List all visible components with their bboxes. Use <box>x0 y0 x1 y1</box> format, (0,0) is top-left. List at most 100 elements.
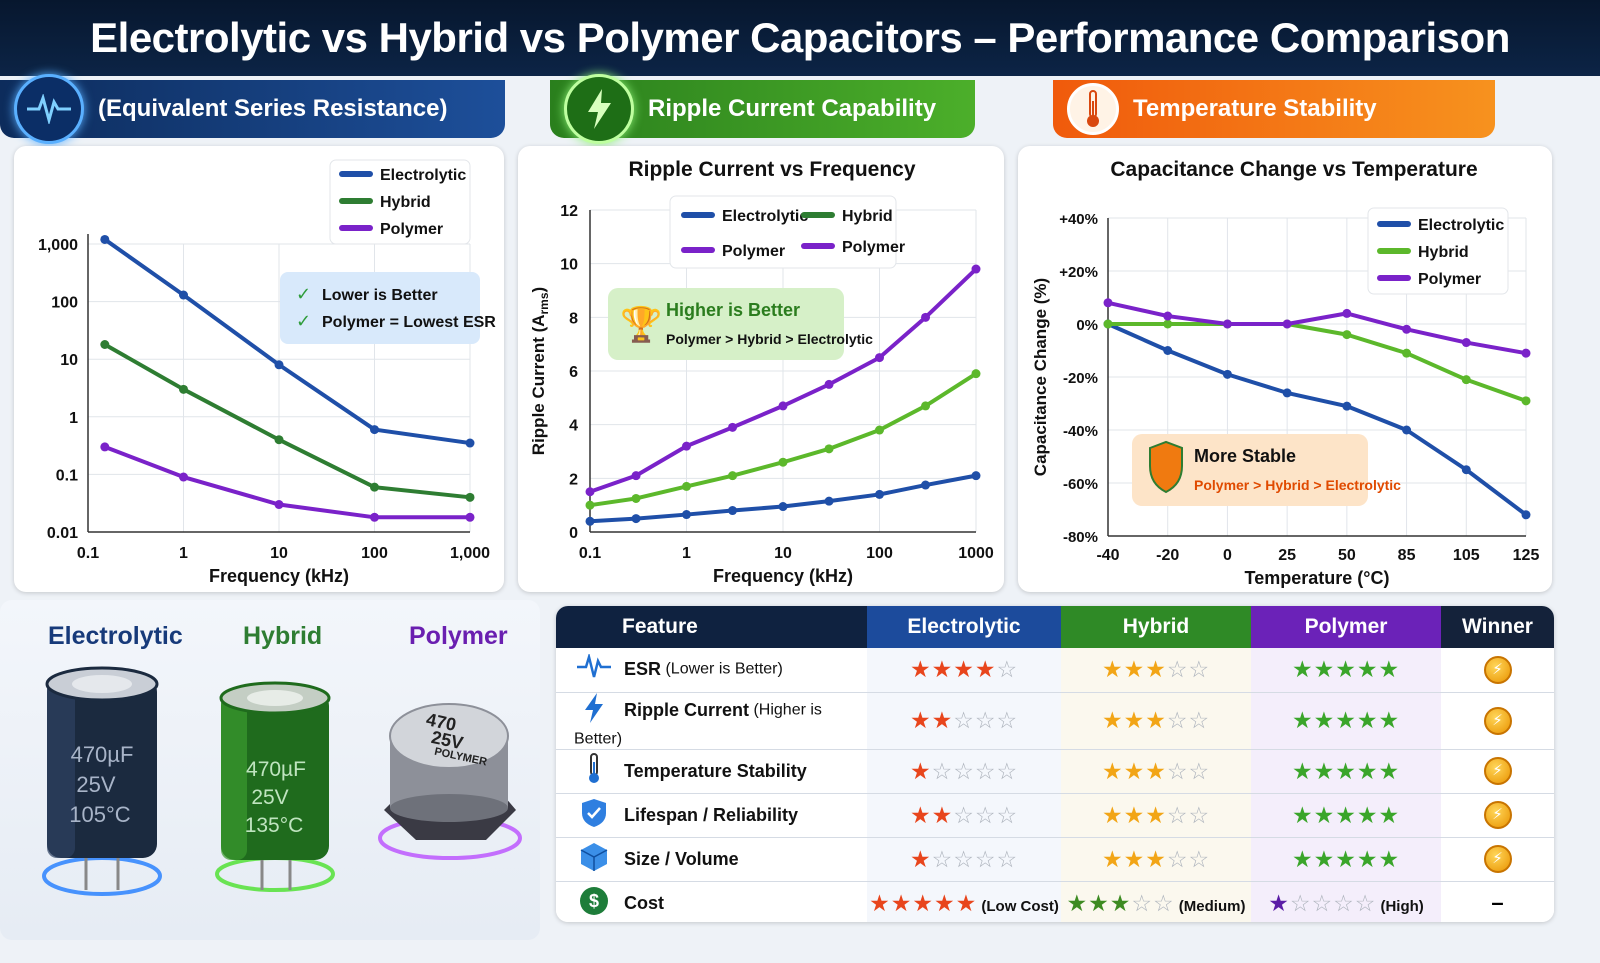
y-axis-title-subscript: rms <box>537 292 551 314</box>
series-polymer-point <box>179 472 188 482</box>
rating-cell: ★★★☆☆ <box>1061 648 1251 693</box>
winner-cell: ⚡ <box>1441 692 1554 750</box>
banner-label: Temperature Stability <box>1133 95 1377 122</box>
trophy-icon: 🏆 <box>620 305 662 344</box>
x-tick-label: 0.1 <box>77 545 99 562</box>
winner-value: – <box>1491 890 1504 915</box>
check-icon: ✓ <box>296 311 311 331</box>
rating-cell: ★★★★★ <box>1251 648 1441 693</box>
series-polymer-point <box>465 512 475 522</box>
feature-cell: Lifespan / Reliability <box>556 793 867 838</box>
series-polymer-point <box>1222 319 1232 329</box>
series-polymer-line <box>104 445 470 520</box>
y-axis-title-part: Ripple Current (A <box>529 314 548 455</box>
series-electrolytic-point <box>274 360 284 370</box>
series-polymer-point <box>875 353 884 363</box>
banner-label: (Equivalent Series Resistance) <box>98 95 448 122</box>
y-axis-title: Capacitance Change (%) <box>1031 278 1050 476</box>
hybrid-capacitor-image: 470µF 25V 135°C <box>215 681 335 892</box>
legend-label: Electrolytic <box>722 208 808 225</box>
y-tick-label: -20% <box>1063 370 1098 387</box>
cost-note: (Medium) <box>1174 897 1246 915</box>
electrolytic-capacitor-text: 470µF <box>71 742 134 767</box>
chart-title: Capacitance Change vs Temperature <box>1110 158 1477 181</box>
series-hybrid-point <box>370 482 379 492</box>
series-electrolytic-point <box>682 510 691 520</box>
y-tick-label: 0.1 <box>56 467 78 484</box>
x-tick-label: 10 <box>774 545 792 562</box>
rating-cell: ★★★★★ <box>1251 749 1441 794</box>
series-hybrid-point <box>824 444 834 454</box>
x-tick-label: 105 <box>1453 547 1480 564</box>
x-tick-label: 1 <box>179 545 188 562</box>
x-axis-title: Frequency (kHz) <box>209 566 349 586</box>
legend-label: Electrolytic <box>380 167 466 184</box>
star-rating: ★★★★★ <box>1291 845 1401 872</box>
x-tick-label: 0 <box>1223 547 1232 564</box>
x-tick-label: 0.1 <box>579 545 601 562</box>
chart-title: Ripple Current vs Frequency <box>628 158 915 181</box>
winner-cell: ⚡ <box>1441 648 1554 693</box>
legend-label: Polymer <box>1418 271 1481 288</box>
series-electrolytic-point <box>1342 401 1352 411</box>
series-electrolytic-point <box>100 234 110 244</box>
capacitor-label-polymer: Polymer <box>409 622 508 650</box>
y-tick-label: 0 <box>569 525 578 542</box>
rating-cell: ★★★☆☆ <box>1061 692 1251 750</box>
series-electrolytic-point <box>728 506 738 516</box>
table-row: $ Cost ★★★★★ (Low Cost) ★★★☆☆ (Medium) ★☆☆☆☆… <box>556 881 1554 922</box>
x-tick-label: 100 <box>361 545 388 562</box>
capacitor-label-electrolytic: Electrolytic <box>48 622 183 650</box>
star-rating: ★★☆☆☆ <box>909 707 1019 733</box>
series-hybrid-point <box>921 401 931 411</box>
legend-label: Polymer <box>842 239 905 256</box>
winner-cell: – <box>1441 881 1554 922</box>
y-tick-label: 0.01 <box>47 525 78 542</box>
annotation-title: More Stable <box>1194 446 1296 466</box>
series-electrolytic-point <box>370 425 379 435</box>
ripple-chart-panel: Ripple Current vs Frequency 0 2 4 6 8 10 12 0.1 1… <box>518 146 1004 592</box>
star-rating: ★★★★★ <box>1291 801 1401 828</box>
esr-banner: (Equivalent Series Resistance) <box>0 74 505 144</box>
star-rating: ★★★☆☆ <box>1101 656 1211 683</box>
series-electrolytic-point <box>875 489 884 499</box>
feature-cell: Temperature Stability <box>556 749 867 794</box>
series-hybrid-point <box>1342 330 1352 340</box>
series-hybrid-point <box>274 435 284 445</box>
rating-cell: ★★★★★ (Low Cost) <box>867 881 1061 922</box>
x-tick-label: 1 <box>682 545 691 562</box>
series-electrolytic-point <box>585 516 595 526</box>
annotation-text: Lower is Better <box>322 287 438 304</box>
series-polymer-point <box>585 487 595 497</box>
header-electrolytic: Electrolytic <box>867 606 1061 648</box>
y-tick-label: 4 <box>569 418 578 435</box>
feature-name: Cost <box>624 892 664 913</box>
x-tick-label: 10 <box>270 545 288 562</box>
y-tick-label: 12 <box>560 203 578 220</box>
cost-note: (High) <box>1376 897 1424 915</box>
rating-cell: ★☆☆☆☆ (High) <box>1251 881 1441 922</box>
y-tick-label: 2 <box>569 471 578 488</box>
temperature-chart-panel: Capacitance Change vs Temperature +40% +20… <box>1018 146 1552 592</box>
rating-cell: ★★★★★ <box>1251 793 1441 838</box>
series-polymer-line <box>1107 300 1527 356</box>
header-feature: Feature <box>556 606 867 648</box>
svg-text:$: $ <box>589 891 599 911</box>
series-polymer-point <box>631 471 641 481</box>
winner-coin-icon: ⚡ <box>1483 757 1512 785</box>
annotation-text: Polymer = Lowest ESR <box>322 314 496 331</box>
legend-label: Hybrid <box>380 194 431 211</box>
series-electrolytic-point <box>1402 425 1412 435</box>
y-tick-label: 0% <box>1076 317 1098 334</box>
x-tick-label: 50 <box>1338 547 1356 564</box>
electrolytic-capacitor-text: 105°C <box>69 802 131 827</box>
legend-label: Polymer <box>380 221 443 238</box>
annotation-text: Polymer > Hybrid > Electrolytic <box>666 331 873 347</box>
hybrid-capacitor-text: 135°C <box>245 814 304 837</box>
winner-cell: ⚡ <box>1441 837 1554 882</box>
capacitor-label-hybrid: Hybrid <box>243 622 323 650</box>
star-rating: ★★★★★ <box>869 889 978 916</box>
series-electrolytic-point <box>1461 465 1471 475</box>
rating-cell: ★☆☆☆☆ <box>867 837 1061 882</box>
check-icon: ✓ <box>296 284 311 304</box>
